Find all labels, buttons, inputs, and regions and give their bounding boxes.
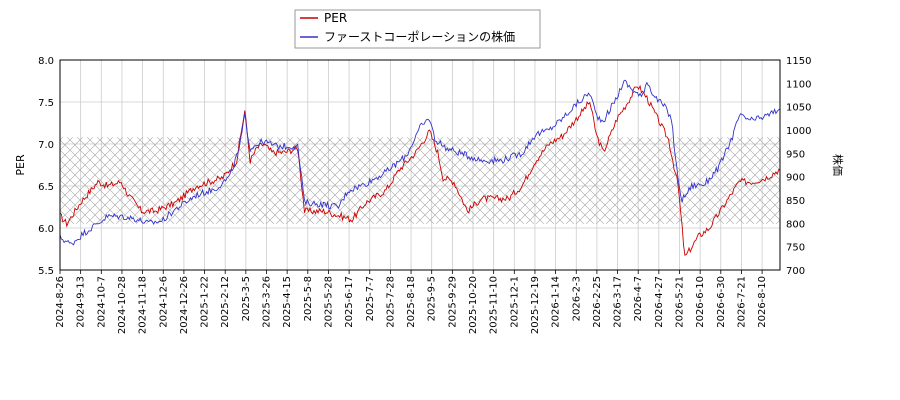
x-tick-label: 2026-3-17	[613, 276, 624, 328]
x-tick-label: 2026-2-25	[592, 276, 603, 328]
left-axis-label: PER	[14, 154, 27, 176]
series-layer	[60, 79, 780, 256]
hatched-band	[60, 137, 780, 224]
x-tick-label: 2025-5-28	[323, 276, 334, 328]
x-tick-label: 2024-12-26	[179, 276, 190, 334]
x-tick-label: 2025-11-10	[489, 276, 500, 334]
x-tick-label: 2024-12-6	[158, 276, 169, 328]
x-tick-label: 2024-9-13	[76, 276, 87, 328]
x-tick-label: 2025-3-5	[241, 276, 252, 321]
x-tick-label: 2026-5-21	[675, 276, 686, 328]
x-tick-label: 2024-10-7	[96, 276, 107, 328]
x-tick-label: 2025-1-22	[200, 276, 211, 328]
right-tick-label: 1150	[786, 56, 811, 67]
right-tick-label: 1100	[786, 79, 811, 90]
right-tick-label: 700	[786, 266, 805, 277]
per-line	[60, 84, 780, 256]
x-tick-label: 2025-3-26	[262, 276, 273, 328]
x-tick-label: 2025-6-17	[344, 276, 355, 328]
legend-box	[294, 9, 541, 49]
x-tick-label: 2025-4-15	[282, 276, 293, 328]
right-tick-label: 900	[786, 173, 805, 184]
x-tick-label: 2026-2-3	[571, 276, 582, 321]
x-tick-label: 2025-7-28	[385, 276, 396, 328]
left-tick-label: 7.0	[38, 140, 54, 151]
x-tick-label: 2026-6-30	[716, 276, 727, 328]
left-tick-label: 5.5	[38, 266, 54, 277]
right-tick-label: 800	[786, 219, 805, 230]
legend: PER ファーストコーポレーションの株価	[294, 9, 541, 49]
legend-label-per: PER	[324, 11, 347, 25]
right-tick-label: 950	[786, 149, 805, 160]
x-tick-label: 2026-1-14	[551, 276, 562, 328]
x-tick-label: 2025-2-12	[220, 276, 231, 328]
x-tick-label: 2025-8-18	[406, 276, 417, 328]
left-tick-label: 8.0	[38, 56, 54, 67]
right-axis-label: 株価	[831, 154, 845, 176]
left-tick-label: 6.0	[38, 224, 54, 235]
x-tick-label: 2025-12-1	[509, 276, 520, 328]
x-tick-label: 2025-9-5	[427, 276, 438, 321]
x-axis-ticks: 2024-8-26 2024-9-13 2024-10-7 2024-10-28 202…	[55, 270, 768, 334]
legend-label-price: ファーストコーポレーションの株価	[324, 29, 515, 44]
x-tick-label: 2026-4-27	[654, 276, 665, 328]
x-tick-label: 2025-5-8	[303, 276, 314, 321]
right-axis-ticks: 700 750 800 850 900 950 1000 1050 1100 1150	[786, 56, 811, 277]
x-tick-label: 2025-9-29	[447, 276, 458, 328]
right-tick-label: 1000	[786, 126, 811, 137]
right-tick-label: 1050	[786, 103, 811, 114]
x-tick-label: 2026-7-21	[736, 276, 747, 328]
x-tick-label: 2026-6-10	[695, 276, 706, 328]
x-tick-label: 2025-12-19	[530, 276, 541, 334]
x-tick-label: 2024-11-18	[138, 276, 149, 334]
left-tick-label: 7.5	[38, 98, 54, 109]
plot-frame	[59, 59, 781, 271]
right-tick-label: 750	[786, 243, 805, 254]
x-tick-label: 2024-10-28	[117, 276, 128, 334]
x-tick-label: 2026-8-10	[757, 276, 768, 328]
right-tick-label: 850	[786, 196, 805, 207]
stock-price-line	[60, 79, 780, 246]
left-axis-ticks: 5.5 6.0 6.5 7.0 7.5 8.0	[38, 56, 54, 277]
left-tick-label: 6.5	[38, 182, 54, 193]
x-tick-label: 2026-4-7	[633, 276, 644, 321]
x-tick-label: 2025-10-20	[468, 276, 479, 334]
x-tick-label: 2025-7-7	[365, 276, 376, 321]
x-tick-label: 2024-8-26	[55, 276, 66, 328]
